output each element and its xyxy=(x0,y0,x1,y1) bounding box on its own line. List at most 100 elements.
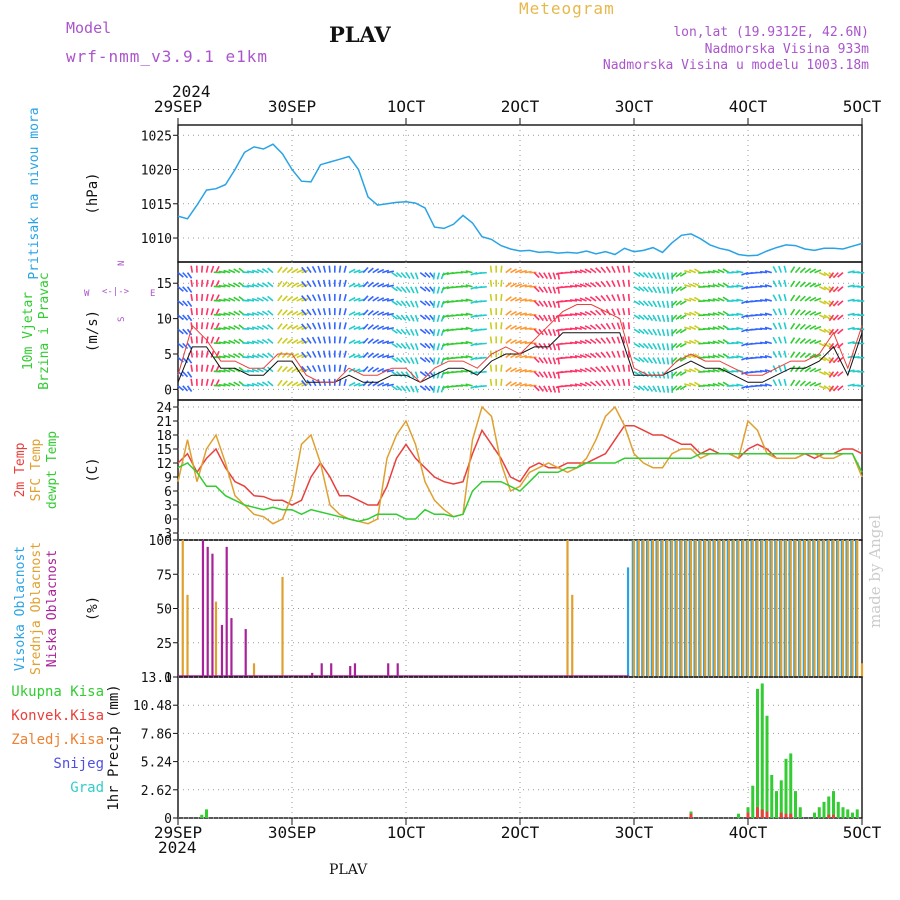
wind-arrow xyxy=(589,338,597,345)
wind-arrow xyxy=(362,295,369,302)
wind-arrow xyxy=(301,337,307,344)
precip-bar xyxy=(817,807,821,818)
wind-arrow xyxy=(622,322,626,330)
wind-arrow xyxy=(505,296,512,302)
precip-legend-item: Grad xyxy=(70,780,104,796)
precip-ytick-label: 0 xyxy=(164,812,172,827)
wind-arrow xyxy=(600,365,607,373)
wind-arrow xyxy=(311,280,317,288)
wind-arrow xyxy=(799,380,806,387)
cloud-ytick-label: 0 xyxy=(164,671,172,686)
cloud-bar xyxy=(721,540,725,677)
cloud-bar xyxy=(755,540,758,677)
x-top-tick-label: 3OCT xyxy=(615,97,654,116)
wind-arrow xyxy=(377,353,385,359)
wind-arrow xyxy=(177,342,184,349)
precip-bar xyxy=(770,774,774,818)
cloud-bar xyxy=(764,540,767,677)
cloud-bar xyxy=(353,663,357,677)
wind-arrow xyxy=(256,297,264,302)
wind-arrow xyxy=(470,271,478,276)
wind-arrow xyxy=(228,339,236,345)
wind-arrow xyxy=(348,325,356,330)
wind-arrow xyxy=(712,312,720,316)
wind-arrow xyxy=(688,339,697,345)
wind-ytick-label: 15 xyxy=(156,277,172,292)
wind-arrow xyxy=(804,381,812,387)
model-value: wrf-nmm_v3.9.1 e1km xyxy=(66,47,269,66)
wind-arrow xyxy=(823,385,831,391)
wind-arrow xyxy=(242,299,250,302)
wind-arrow xyxy=(814,340,822,345)
wind-arrow xyxy=(395,385,403,392)
wind-arrow xyxy=(414,300,419,308)
wind-arrow xyxy=(671,328,678,335)
wind-arrow xyxy=(538,371,544,378)
wind-arrow xyxy=(291,296,299,302)
wind-arrow xyxy=(552,343,557,351)
wind-arrow xyxy=(524,284,532,288)
wind-arrow xyxy=(759,313,768,316)
precip-bar xyxy=(822,801,826,818)
wind-arrow xyxy=(847,270,855,274)
wind-arrow xyxy=(552,272,557,280)
wind-arrow xyxy=(505,281,512,288)
wind-arrow xyxy=(605,266,611,274)
wind-arrow xyxy=(505,324,512,330)
wind-arrow xyxy=(633,385,641,391)
wind-arrow xyxy=(353,297,361,302)
wind-arrow xyxy=(391,314,398,320)
wind-arrow xyxy=(731,285,739,288)
cloud-bar xyxy=(736,540,739,677)
wind-arrow xyxy=(215,322,220,330)
wind-arrow xyxy=(579,297,587,302)
cloud-bar xyxy=(661,540,664,677)
wind-arrow xyxy=(377,282,385,288)
wind-arrow xyxy=(809,381,817,387)
temperature-ytick-label: 0 xyxy=(164,513,172,528)
wind-arrow xyxy=(348,282,356,288)
wind-dir-arrows: <-|-> xyxy=(102,287,130,297)
wind-arrow xyxy=(441,328,450,333)
wind-arrow xyxy=(223,298,231,302)
wind-arrow xyxy=(694,296,701,302)
wind-arrow xyxy=(460,270,468,274)
wind-arrow xyxy=(200,378,204,386)
wind-arrow xyxy=(804,296,812,302)
cloud-bar xyxy=(818,540,821,677)
wind-arrow xyxy=(622,364,626,372)
wind-arrow xyxy=(671,272,678,279)
wind-arrow xyxy=(306,365,312,373)
wind-arrow xyxy=(707,355,715,359)
cloud-ytick-label: 50 xyxy=(156,603,172,618)
wind-arrow xyxy=(441,300,450,305)
wind-arrow xyxy=(177,300,184,307)
wind-arrow xyxy=(186,371,193,378)
wind-arrow xyxy=(794,365,801,373)
wind-arrow xyxy=(605,351,611,358)
wind-arrow xyxy=(574,312,582,316)
wind-arrow xyxy=(311,350,317,358)
wind-arrow xyxy=(470,314,478,319)
wind-arrow xyxy=(322,279,327,287)
wind-arrow xyxy=(328,350,331,358)
wind-arrow xyxy=(633,271,641,278)
wind-arrow xyxy=(647,300,654,307)
wind-arrow xyxy=(362,366,369,373)
wind-dir-label: N xyxy=(117,261,127,266)
wind-arrow xyxy=(215,379,220,387)
wind-arrow xyxy=(286,324,294,330)
wind-arrow xyxy=(832,385,839,392)
wind-arrow xyxy=(675,371,682,377)
wind-arrow xyxy=(343,378,347,387)
wind-arrow xyxy=(440,328,445,337)
wind-arrow xyxy=(783,378,787,387)
cloud-unit: (%) xyxy=(85,596,101,621)
wind-arrow xyxy=(338,279,342,287)
wind-arrow xyxy=(794,309,801,316)
wind-arrow xyxy=(671,300,678,307)
wind-arrow xyxy=(519,312,527,316)
wind-arrow xyxy=(657,314,662,322)
wind-arrow xyxy=(589,282,597,288)
wind-arrow xyxy=(611,308,616,316)
